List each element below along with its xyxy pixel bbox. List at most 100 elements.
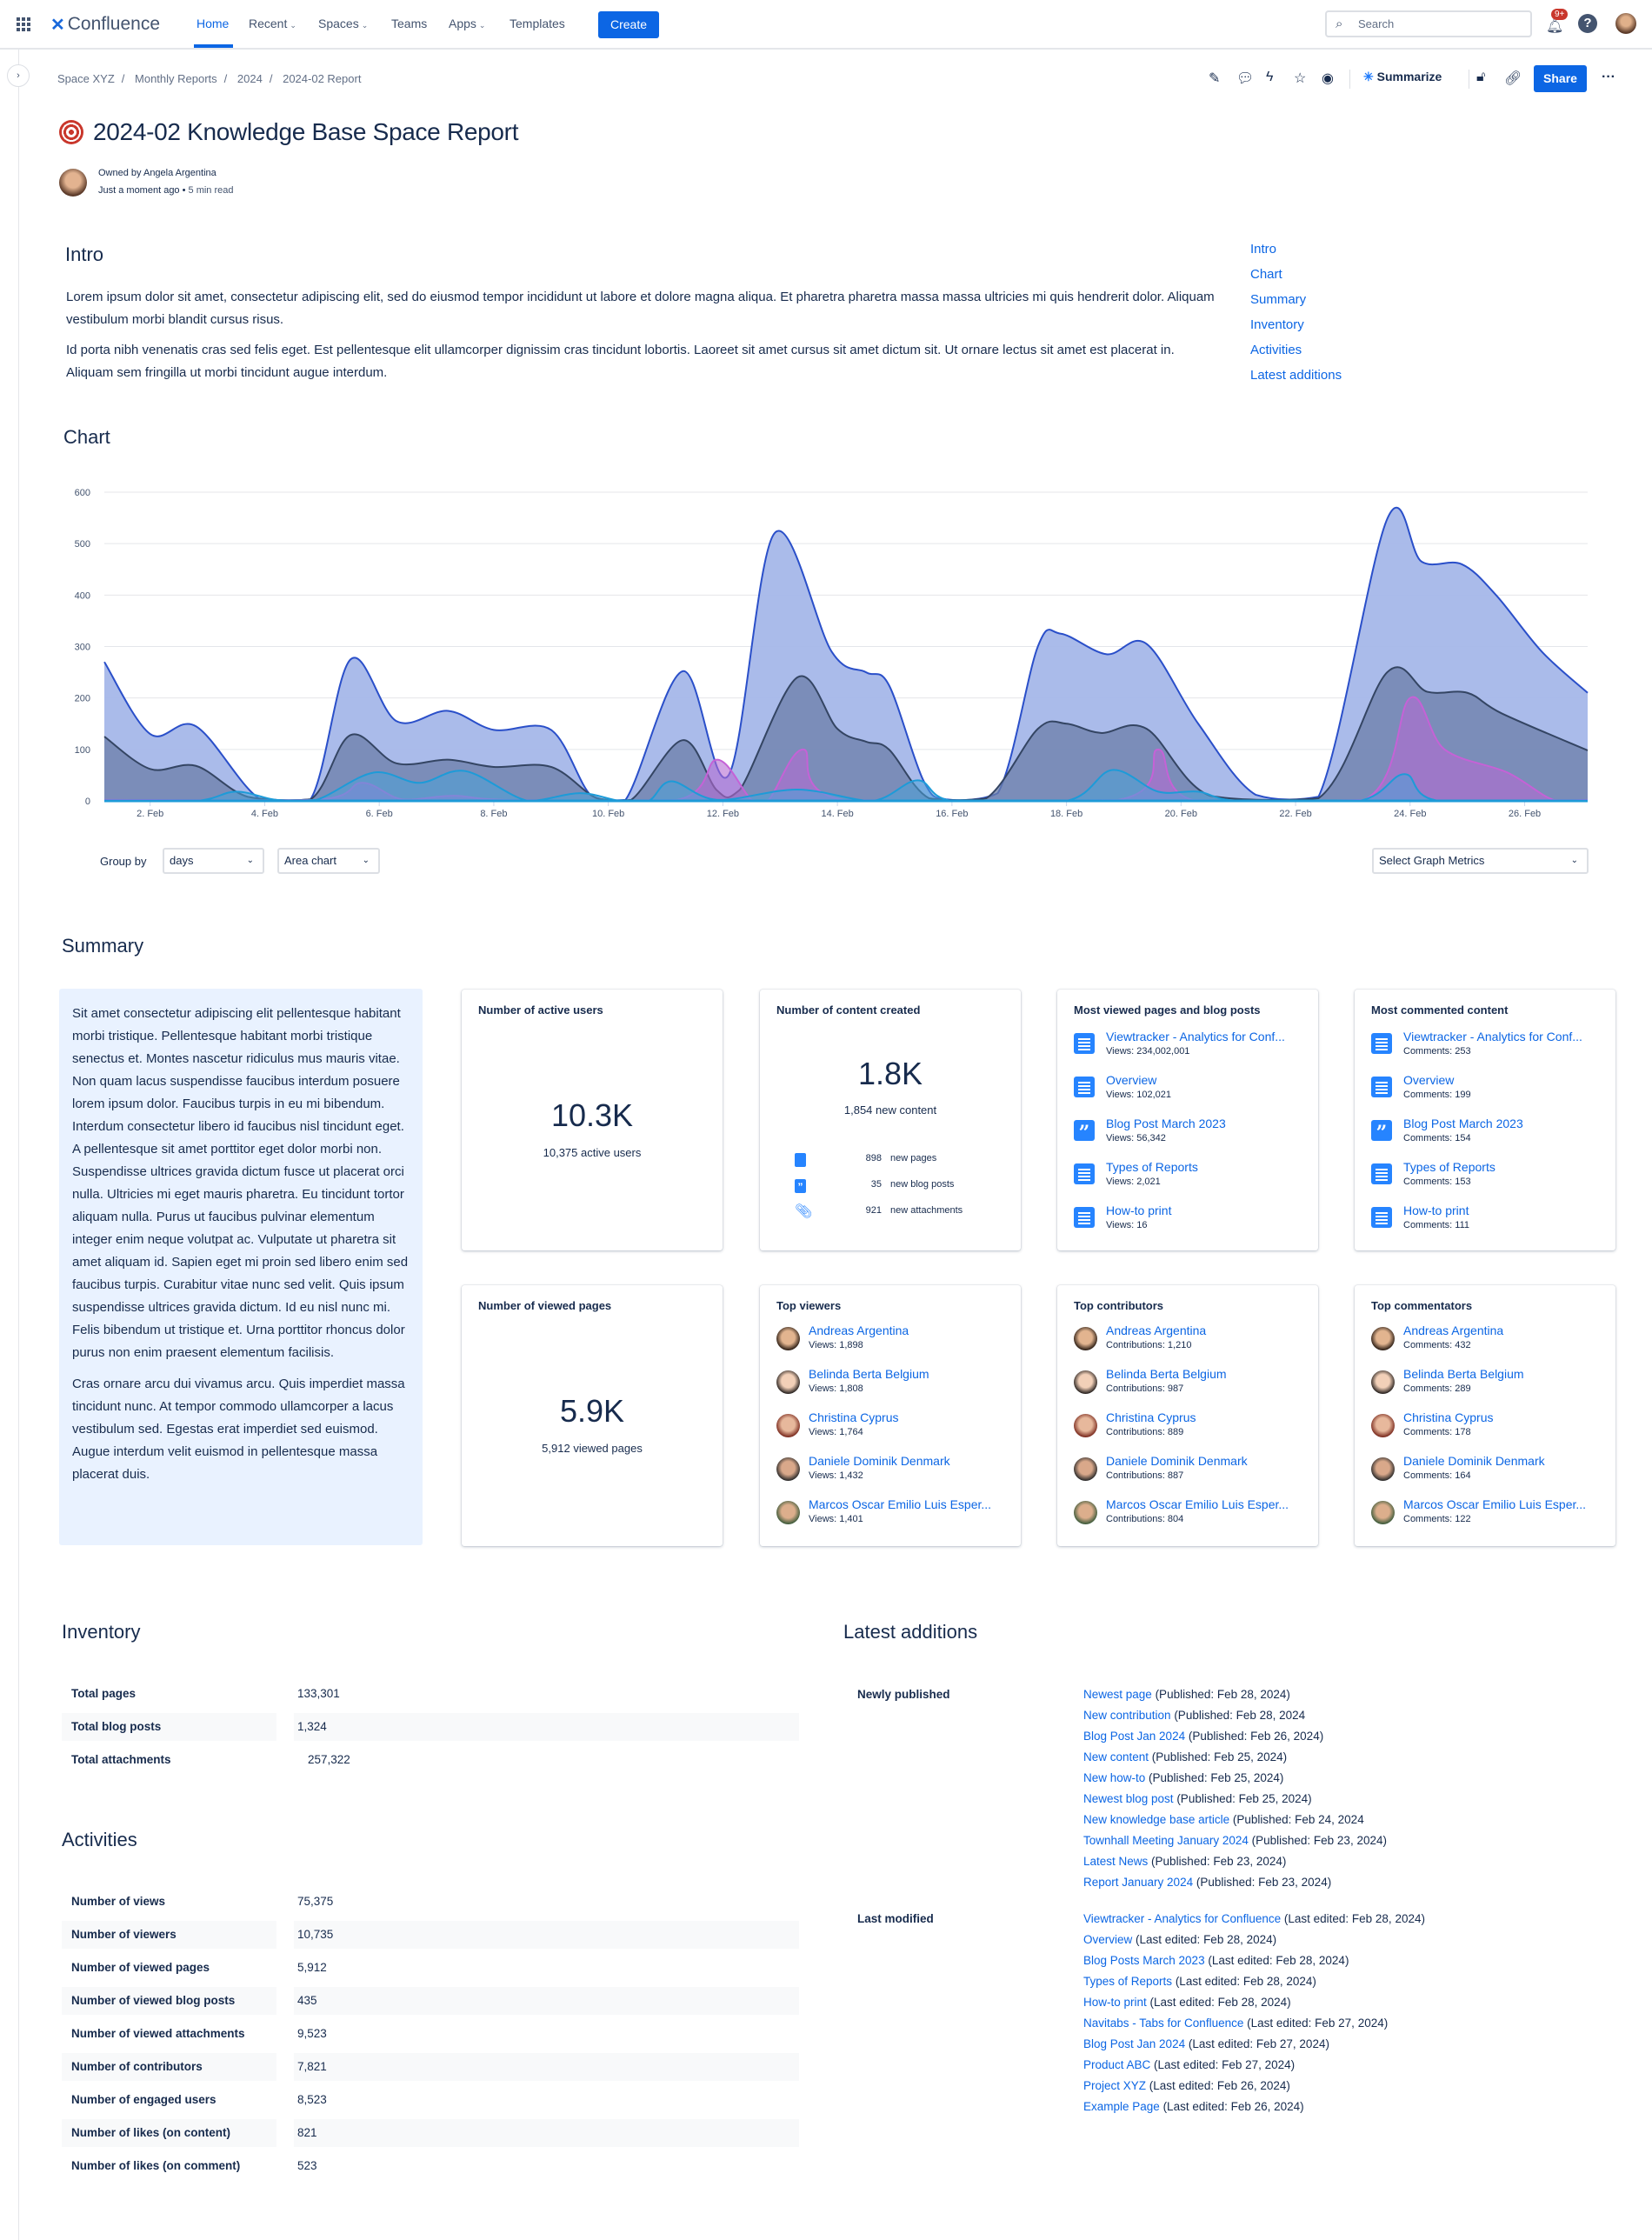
user-avatar[interactable] [1074,1414,1097,1437]
content-link[interactable]: Project XYZ [1083,2079,1147,2092]
link-icon[interactable]: 🔗︎ [1504,71,1522,86]
content-link[interactable]: Overview [1083,1933,1133,1946]
user-avatar[interactable] [776,1501,800,1524]
breadcrumb-item[interactable]: 2024 [236,72,263,85]
create-button[interactable]: Create [598,11,659,38]
chart-type-select[interactable]: Area chart ⌄ [277,848,380,874]
nav-apps[interactable]: Apps ⌄ [449,17,485,30]
more-icon[interactable]: ··· [1602,70,1615,84]
user-avatar[interactable] [1074,1327,1097,1350]
content-link[interactable]: New contribution [1083,1709,1171,1722]
toc-link-summary[interactable]: Summary [1250,292,1307,307]
pencil-icon[interactable]: ✎ [1209,71,1221,86]
content-link[interactable]: Townhall Meeting January 2024 [1083,1834,1249,1847]
item-link[interactable]: How-to print [1106,1203,1172,1217]
content-link[interactable]: New knowledge base article [1083,1813,1230,1826]
content-link[interactable]: Newest blog post [1083,1792,1174,1805]
item-link[interactable]: Marcos Oscar Emilio Luis Esper... [809,1497,992,1511]
content-link[interactable]: Blog Post Jan 2024 [1083,2037,1186,2050]
item-link[interactable]: Marcos Oscar Emilio Luis Esper... [1403,1497,1587,1511]
item-link[interactable]: Andreas Argentina [809,1323,909,1337]
user-avatar[interactable] [1371,1501,1395,1524]
content-link[interactable]: Blog Posts March 2023 [1083,1954,1205,1967]
content-link[interactable]: Navitabs - Tabs for Confluence [1083,2017,1244,2030]
nav-spaces[interactable]: Spaces ⌄ [318,17,368,30]
user-avatar[interactable] [1371,1414,1395,1437]
content-link[interactable]: Blog Post Jan 2024 [1083,1730,1186,1743]
item-link[interactable]: Christina Cyprus [1403,1410,1494,1424]
lightning-icon[interactable]: ϟ [1266,70,1274,84]
item-link[interactable]: Andreas Argentina [1403,1323,1504,1337]
toc-link-inventory[interactable]: Inventory [1250,317,1304,332]
star-icon[interactable]: ☆ [1294,71,1307,86]
item-link[interactable]: Christina Cyprus [1106,1410,1196,1424]
item-link[interactable]: Daniele Dominik Denmark [1106,1454,1248,1468]
nav-recent[interactable]: Recent ⌄ [249,17,296,30]
item-link[interactable]: Viewtracker - Analytics for Conf... [1106,1030,1285,1043]
toc-link-intro[interactable]: Intro [1250,242,1277,257]
user-avatar[interactable] [776,1327,800,1350]
nav-templates[interactable]: Templates [510,17,565,30]
search-input[interactable]: ⌕ Search [1325,10,1532,37]
confluence-logo[interactable]: ✕ Confluence [50,12,160,37]
breadcrumb-item[interactable]: Monthly Reports [135,72,217,85]
item-link[interactable]: Viewtracker - Analytics for Conf... [1403,1030,1582,1043]
content-link[interactable]: Types of Reports [1083,1975,1173,1988]
owner-avatar[interactable] [59,169,87,197]
user-avatar[interactable] [1074,1501,1097,1524]
notifications-button[interactable]: 🔔︎ 9+ [1544,9,1569,35]
breadcrumb-item[interactable]: Space XYZ [57,72,115,85]
item-link[interactable]: Andreas Argentina [1106,1323,1207,1337]
item-link[interactable]: Blog Post March 2023 [1106,1117,1226,1130]
content-link[interactable]: How-to print [1083,1996,1147,2009]
user-avatar[interactable] [1074,1370,1097,1394]
content-link[interactable]: Report January 2024 [1083,1876,1194,1889]
help-icon[interactable]: ? [1578,14,1597,33]
graph-metrics-select[interactable]: Select Graph Metrics ⌄ [1372,848,1589,874]
user-avatar[interactable] [776,1414,800,1437]
toc-link-chart[interactable]: Chart [1250,267,1282,282]
item-link[interactable]: Belinda Berta Belgium [809,1367,929,1381]
content-link[interactable]: Newest page [1083,1688,1152,1701]
item-link[interactable]: Overview [1403,1073,1455,1087]
user-avatar[interactable] [1074,1457,1097,1481]
content-link[interactable]: Latest News [1083,1855,1149,1868]
content-link[interactable]: New how-to [1083,1771,1146,1784]
user-avatar[interactable] [1371,1457,1395,1481]
item-link[interactable]: Types of Reports [1403,1160,1495,1174]
item-link[interactable]: Daniele Dominik Denmark [1403,1454,1545,1468]
content-link[interactable]: Example Page [1083,2100,1160,2113]
owner-text[interactable]: Owned by Angela Argentina [98,168,216,178]
nav-home[interactable]: Home [197,17,229,30]
lock-icon[interactable]: 🔓︎ [1476,70,1486,84]
list-item: Blog Post Jan 2024 (Published: Feb 26, 2… [1083,1730,1323,1743]
group-by-select[interactable]: days ⌄ [163,848,264,874]
user-avatar[interactable] [1371,1370,1395,1394]
watch-icon[interactable]: ◉ [1322,71,1334,86]
item-link[interactable]: Belinda Berta Belgium [1106,1367,1227,1381]
breadcrumb-item[interactable]: 2024-02 Report [283,72,362,85]
item-link[interactable]: Blog Post March 2023 [1403,1117,1523,1130]
user-avatar[interactable] [1371,1327,1395,1350]
item-link[interactable]: How-to print [1403,1203,1469,1217]
item-link[interactable]: Daniele Dominik Denmark [809,1454,950,1468]
summarize-button[interactable]: ✳ Summarize [1363,70,1442,84]
comment-icon[interactable]: 💬︎ [1236,71,1255,86]
item-link[interactable]: Overview [1106,1073,1157,1087]
user-avatar[interactable] [776,1457,800,1481]
item-link[interactable]: Christina Cyprus [809,1410,899,1424]
item-link[interactable]: Belinda Berta Belgium [1403,1367,1524,1381]
content-link[interactable]: New content [1083,1750,1149,1763]
user-avatar[interactable] [776,1370,800,1394]
share-button[interactable]: Share [1534,65,1587,92]
content-link[interactable]: Viewtracker - Analytics for Confluence [1083,1912,1282,1925]
toc-link-activities[interactable]: Activities [1250,343,1302,357]
item-link[interactable]: Marcos Oscar Emilio Luis Esper... [1106,1497,1289,1511]
content-link[interactable]: Product ABC [1083,2058,1151,2071]
nav-teams[interactable]: Teams [391,17,427,30]
expand-sidebar-button[interactable]: › [7,64,30,87]
toc-link-latest-additions[interactable]: Latest additions [1250,368,1342,383]
app-switcher-icon[interactable] [17,17,30,31]
item-link[interactable]: Types of Reports [1106,1160,1198,1174]
user-avatar[interactable] [1615,13,1636,34]
